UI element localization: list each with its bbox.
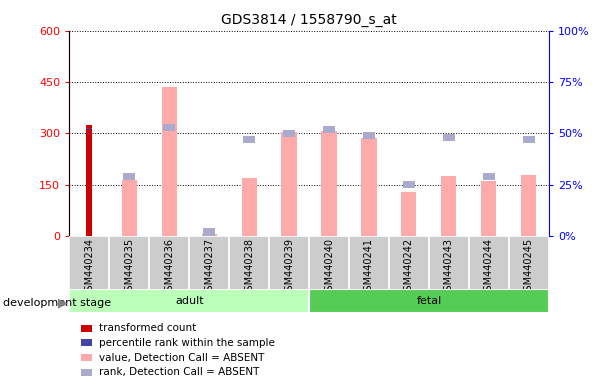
Bar bbox=[69, 289, 309, 313]
Bar bbox=[429, 236, 469, 290]
Text: value, Detection Call = ABSENT: value, Detection Call = ABSENT bbox=[99, 353, 265, 362]
Text: GSM440243: GSM440243 bbox=[444, 238, 454, 297]
Bar bbox=[69, 236, 109, 290]
Bar bbox=[309, 289, 549, 313]
Bar bbox=[402, 192, 417, 236]
Text: GSM440240: GSM440240 bbox=[324, 238, 334, 297]
Bar bbox=[363, 132, 375, 139]
Bar bbox=[282, 132, 297, 236]
Bar bbox=[403, 181, 415, 189]
Bar bbox=[509, 236, 549, 290]
Text: GSM440242: GSM440242 bbox=[404, 238, 414, 297]
Bar bbox=[163, 124, 175, 131]
Text: fetal: fetal bbox=[416, 296, 441, 306]
Text: GSM440239: GSM440239 bbox=[284, 238, 294, 297]
Text: rank, Detection Call = ABSENT: rank, Detection Call = ABSENT bbox=[99, 367, 260, 377]
Bar bbox=[469, 236, 509, 290]
Text: GSM440245: GSM440245 bbox=[524, 238, 534, 297]
Text: transformed count: transformed count bbox=[99, 323, 197, 333]
Bar bbox=[521, 175, 536, 236]
Bar bbox=[523, 136, 535, 143]
Bar bbox=[389, 236, 429, 290]
Text: development stage: development stage bbox=[3, 298, 111, 308]
Text: ▶: ▶ bbox=[58, 296, 68, 309]
Bar bbox=[283, 130, 295, 137]
Bar bbox=[203, 228, 215, 236]
Text: GSM440238: GSM440238 bbox=[244, 238, 254, 297]
Bar bbox=[309, 236, 349, 290]
Bar bbox=[162, 87, 177, 236]
Text: percentile rank within the sample: percentile rank within the sample bbox=[99, 338, 276, 348]
Bar bbox=[122, 180, 137, 236]
Bar bbox=[201, 235, 216, 236]
Text: GSM440237: GSM440237 bbox=[204, 238, 214, 297]
Bar bbox=[441, 175, 456, 236]
Bar bbox=[443, 134, 455, 141]
Bar bbox=[242, 178, 257, 236]
Bar bbox=[123, 173, 135, 180]
Bar bbox=[150, 236, 189, 290]
Bar bbox=[189, 236, 229, 290]
Bar bbox=[229, 236, 269, 290]
Text: GSM440244: GSM440244 bbox=[484, 238, 494, 297]
Text: adult: adult bbox=[175, 296, 203, 306]
Text: GSM440235: GSM440235 bbox=[124, 238, 134, 297]
Bar bbox=[483, 173, 495, 180]
Text: GSM440236: GSM440236 bbox=[164, 238, 174, 297]
Title: GDS3814 / 1558790_s_at: GDS3814 / 1558790_s_at bbox=[221, 13, 397, 27]
Bar bbox=[481, 181, 496, 236]
Bar bbox=[349, 236, 389, 290]
Text: GSM440241: GSM440241 bbox=[364, 238, 374, 297]
Bar bbox=[323, 126, 335, 133]
Bar bbox=[361, 138, 376, 236]
Bar bbox=[321, 131, 336, 236]
Text: GSM440234: GSM440234 bbox=[84, 238, 94, 297]
Bar bbox=[109, 236, 149, 290]
Bar bbox=[86, 128, 92, 129]
Bar bbox=[243, 136, 255, 143]
Bar bbox=[86, 125, 92, 236]
Bar bbox=[269, 236, 309, 290]
